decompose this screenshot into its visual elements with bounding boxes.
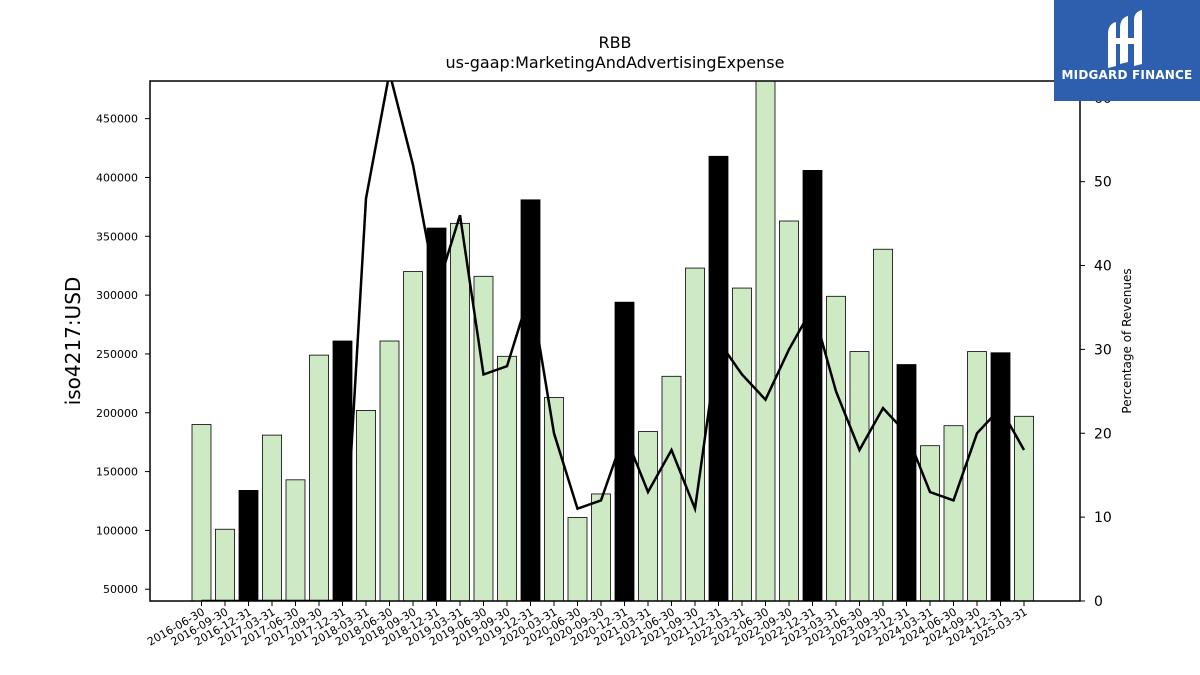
- bar-2019-09-30: [497, 355, 517, 602]
- bar-2022-03-31: [732, 287, 752, 602]
- line-group: [201, 81, 1026, 601]
- bar-2016-12-31: [238, 490, 259, 602]
- bar-2020-06-30: [567, 517, 588, 602]
- logo-mark-icon: [1108, 10, 1142, 68]
- y-tick-label: 400000: [96, 171, 138, 184]
- bar-2025-03-31: [1014, 415, 1034, 602]
- bar-2017-03-31: [262, 434, 282, 602]
- bar-2023-03-31: [826, 295, 846, 602]
- y-tick-label: 200000: [96, 407, 138, 420]
- bar-2016-09-30: [215, 528, 235, 602]
- bar-2018-06-30: [379, 340, 400, 602]
- y-right-tick-label: 10: [1094, 510, 1112, 526]
- bar-2021-09-30: [685, 267, 705, 602]
- y-right-tick-label: 50: [1094, 175, 1112, 191]
- plot-frame: [149, 80, 1081, 602]
- x-axis-ticks: 2016-06-302016-09-302016-12-312017-03-31…: [145, 601, 1030, 649]
- chart-title: RBB: [598, 33, 631, 52]
- y-right-tick-label: 0: [1094, 594, 1103, 610]
- bar-2016-06-30: [191, 424, 212, 602]
- bar-2024-03-31: [920, 445, 940, 602]
- chart-subtitle: us-gaap:MarketingAndAdvertisingExpense: [446, 53, 785, 72]
- bar-2024-09-30: [967, 351, 987, 602]
- bar-2023-06-30: [849, 351, 870, 602]
- y-tick-label: 250000: [96, 348, 138, 361]
- y-right-tick-label: 20: [1094, 426, 1112, 442]
- y-tick-label: 350000: [96, 230, 138, 243]
- bar-2024-12-31: [990, 352, 1011, 602]
- y-right-tick-label: 30: [1094, 342, 1112, 358]
- bar-2018-03-31: [356, 410, 376, 602]
- right-axis-ticks: 0102030405060: [1080, 91, 1112, 610]
- bar-2021-12-31: [708, 155, 729, 602]
- bar-2024-06-30: [943, 425, 964, 602]
- bar-2021-06-30: [661, 375, 682, 602]
- y-tick-label: 150000: [96, 466, 138, 479]
- y-tick-label: 450000: [96, 113, 138, 126]
- bar-2022-12-31: [802, 170, 823, 602]
- y-axis-label: iso4217:USD: [61, 277, 85, 406]
- bar-2019-03-31: [450, 222, 470, 602]
- left-axis-ticks: 50000 100000 150000 200000 250000 300000 35000…: [96, 113, 150, 596]
- bar-2023-09-30: [873, 248, 893, 602]
- y-tick-label: 100000: [96, 524, 138, 537]
- y-right-tick-label: 40: [1094, 259, 1112, 275]
- bar-2021-03-31: [638, 431, 658, 602]
- bar-2017-09-30: [309, 354, 329, 602]
- y-tick-label: 300000: [96, 289, 138, 302]
- percentage-line: [201, 81, 1026, 601]
- bar-2022-09-30: [779, 220, 799, 602]
- logo: MIDGARD FINANCE: [1054, 0, 1200, 101]
- bar-2023-12-31: [896, 364, 917, 602]
- bar-2022-06-30: [755, 80, 776, 602]
- bar-2017-06-30: [285, 479, 306, 602]
- bar-2019-12-31: [520, 199, 541, 602]
- y-axis-right-label: Percentage of Revenues: [1120, 268, 1134, 413]
- y-tick-label: 50000: [103, 583, 138, 596]
- bars-group: [191, 80, 1034, 602]
- axes-group: [149, 80, 1081, 602]
- bar-2020-09-30: [591, 493, 611, 602]
- logo-text: MIDGARD FINANCE: [1061, 68, 1193, 82]
- bar-2018-09-30: [403, 271, 423, 602]
